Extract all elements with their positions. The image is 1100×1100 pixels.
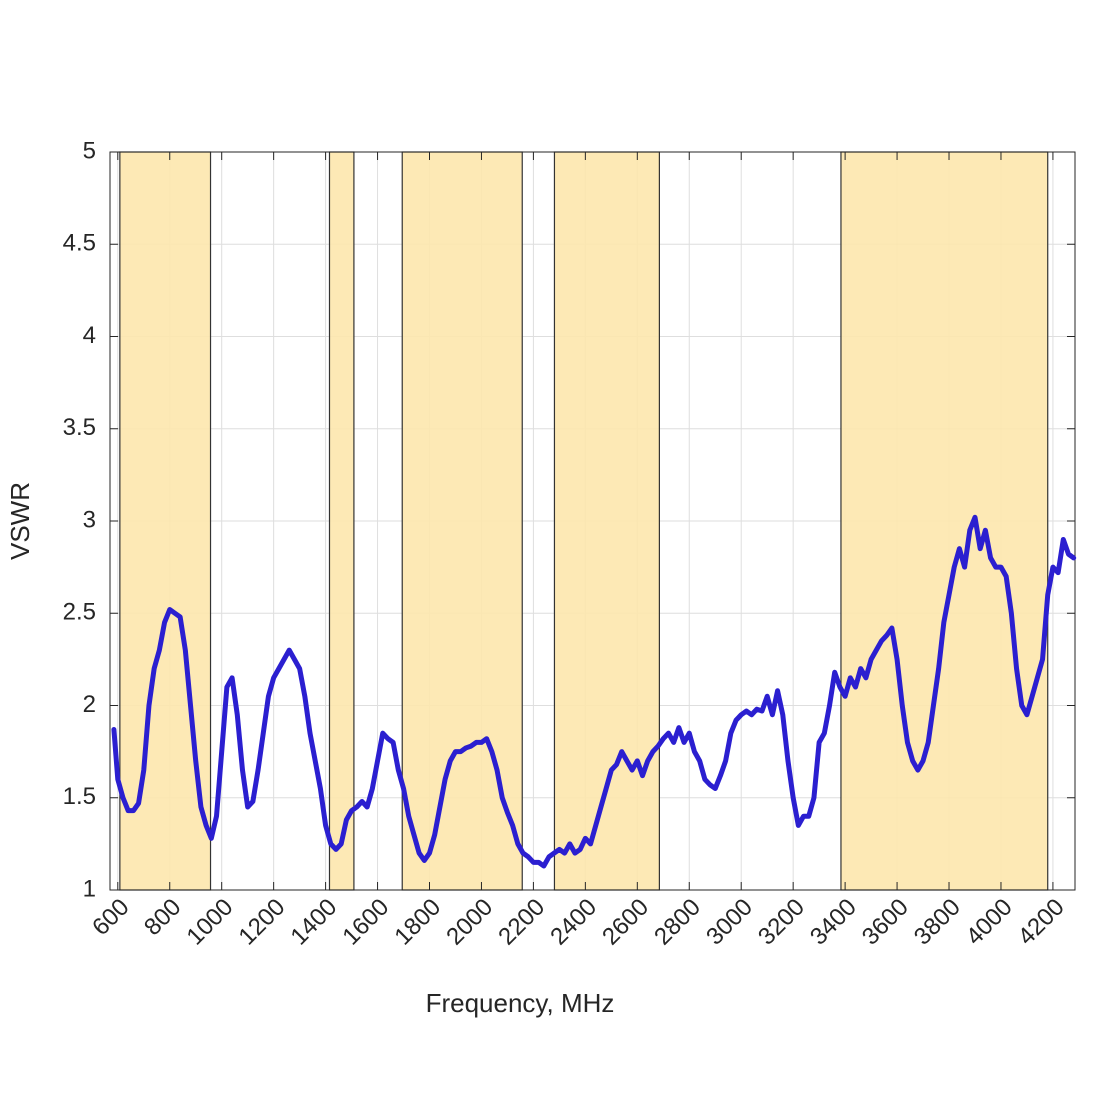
x-tick-label: 3800 — [909, 894, 966, 951]
y-tick-label: 4.5 — [63, 230, 96, 257]
x-tick-label: 2400 — [545, 894, 602, 951]
x-tick-label: 4000 — [961, 894, 1018, 951]
x-tick-label: 3400 — [805, 894, 862, 951]
y-tick-label: 2.5 — [63, 599, 96, 626]
y-tick-label: 5 — [83, 137, 96, 164]
y-tick-label: 1.5 — [63, 783, 96, 810]
x-tick-label: 3600 — [857, 894, 914, 951]
x-tick-label: 1000 — [182, 894, 239, 951]
x-tick-label: 1200 — [234, 894, 291, 951]
y-tick-label: 2 — [83, 691, 96, 718]
y-tick-label: 3.5 — [63, 414, 96, 441]
shaded-region — [401, 151, 523, 891]
x-tick-label: 2000 — [441, 894, 498, 951]
y-tick-label: 3 — [83, 506, 96, 533]
x-axis-label: Frequency, MHz — [426, 988, 615, 1018]
x-tick-label: 800 — [139, 894, 186, 941]
data-line — [111, 514, 1077, 869]
x-tick-label: 1600 — [337, 894, 394, 951]
x-tick-label: 1800 — [389, 894, 446, 951]
y-axis-label: VSWR — [5, 482, 35, 560]
x-tick-label: 2800 — [649, 894, 706, 951]
x-tick-label: 3200 — [753, 894, 810, 951]
shaded-region — [840, 151, 1049, 891]
x-tick-label: 2200 — [493, 894, 550, 951]
y-tick-label: 1 — [83, 875, 96, 902]
y-tick-label: 4 — [83, 322, 96, 349]
x-tick-label: 3000 — [701, 894, 758, 951]
x-tick-label: 2600 — [597, 894, 654, 951]
x-tick-label: 4200 — [1013, 894, 1070, 951]
x-tick-label: 1400 — [285, 894, 342, 951]
shaded-region — [328, 151, 355, 891]
